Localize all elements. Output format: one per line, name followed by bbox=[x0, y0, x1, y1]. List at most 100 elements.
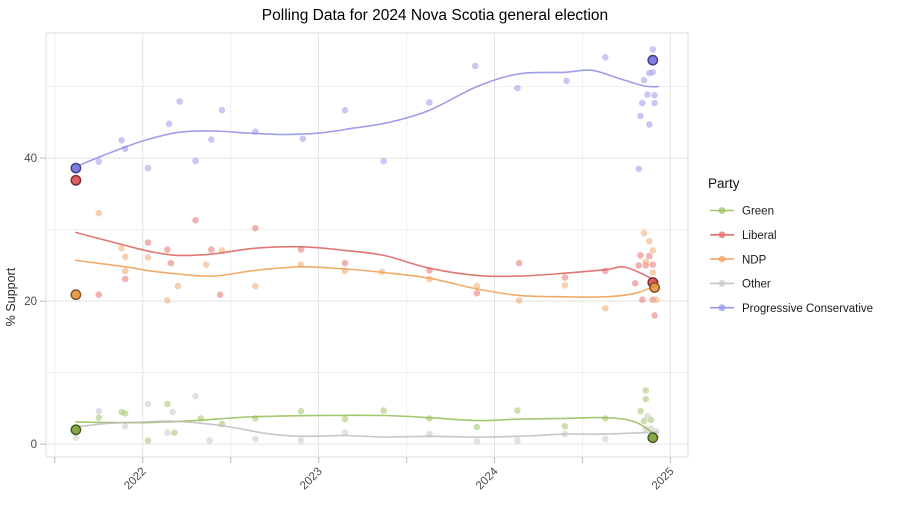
poll-point-green bbox=[642, 387, 650, 394]
y-tick-label: 0 bbox=[31, 439, 37, 451]
legend-item-other: Other bbox=[710, 279, 771, 291]
poll-point-liberal bbox=[639, 296, 646, 304]
y-axis-title: % Support bbox=[4, 267, 18, 326]
poll-point-ndp bbox=[602, 305, 609, 312]
poll-point-ndp bbox=[646, 237, 653, 245]
poll-point-progressive-conservative bbox=[176, 98, 183, 105]
poll-point-progressive-conservative bbox=[646, 121, 653, 128]
poll-point-liberal bbox=[631, 280, 639, 287]
poll-point-progressive-conservative bbox=[649, 69, 657, 76]
y-tick-label: 40 bbox=[24, 153, 37, 165]
poll-point-liberal bbox=[341, 259, 349, 267]
poll-point-ndp bbox=[640, 229, 648, 237]
election-point-progressive-conservative bbox=[70, 162, 82, 174]
legend-item-liberal: Liberal bbox=[710, 230, 777, 242]
poll-point-other bbox=[72, 434, 80, 442]
poll-point-ndp bbox=[252, 282, 259, 290]
poll-point-green bbox=[380, 407, 388, 414]
poll-point-liberal bbox=[637, 252, 644, 259]
election-point-green bbox=[647, 432, 659, 444]
legend-item-ndp: NDP bbox=[710, 254, 767, 266]
trend-line-liberal bbox=[75, 231, 659, 283]
poll-point-liberal bbox=[192, 217, 199, 224]
poll-point-ndp bbox=[515, 297, 523, 304]
legend-key-point bbox=[718, 280, 726, 287]
poll-point-green bbox=[171, 429, 178, 437]
poll-point-progressive-conservative bbox=[637, 112, 644, 120]
legend-key-point bbox=[718, 304, 726, 312]
poll-point-liberal bbox=[297, 246, 305, 253]
poll-point-ndp bbox=[561, 282, 569, 289]
poll-point-progressive-conservative bbox=[644, 91, 651, 98]
legend-key-point bbox=[718, 207, 726, 214]
legend: Party Green Liberal NDP Other Progressive Co… bbox=[708, 176, 873, 315]
legend-item-green: Green bbox=[710, 206, 774, 218]
poll-point-liberal bbox=[164, 246, 171, 253]
legend-item-label: Liberal bbox=[742, 230, 777, 242]
legend-key-point bbox=[718, 255, 726, 263]
trend-line-ndp bbox=[75, 259, 659, 298]
panel-border bbox=[45, 32, 689, 458]
x-tick-label: 2023 bbox=[298, 466, 325, 493]
poll-point-liberal bbox=[121, 275, 129, 283]
poll-point-progressive-conservative bbox=[118, 137, 125, 144]
legend-item-label: Green bbox=[742, 206, 774, 218]
poll-point-other bbox=[252, 435, 259, 443]
chart-title: Polling Data for 2024 Nova Scotia genera… bbox=[262, 7, 608, 24]
poll-point-other bbox=[297, 437, 305, 444]
legend-title: Party bbox=[708, 176, 740, 191]
poll-point-liberal bbox=[651, 312, 658, 319]
poll-point-green bbox=[640, 417, 648, 425]
poll-point-green bbox=[95, 414, 103, 422]
poll-point-green bbox=[297, 407, 305, 415]
poll-point-progressive-conservative bbox=[651, 99, 658, 107]
poll-point-other bbox=[144, 400, 152, 408]
poll-point-ndp bbox=[144, 254, 152, 261]
poll-point-progressive-conservative bbox=[165, 120, 173, 128]
poll-point-ndp bbox=[95, 209, 103, 217]
x-tick-label: 2024 bbox=[474, 465, 501, 492]
poll-point-other bbox=[95, 407, 103, 415]
poll-point-other bbox=[164, 429, 171, 437]
trend-line-other bbox=[75, 420, 659, 438]
poll-point-liberal bbox=[561, 274, 569, 281]
poll-point-liberal bbox=[649, 261, 657, 269]
poll-point-progressive-conservative bbox=[651, 91, 658, 99]
legend-key-point bbox=[718, 231, 726, 239]
legend-item-label: Progressive Conservative bbox=[742, 303, 873, 315]
poll-point-green bbox=[637, 407, 644, 415]
poll-point-liberal bbox=[208, 246, 215, 253]
data-layer bbox=[70, 46, 660, 445]
poll-point-liberal bbox=[95, 291, 103, 299]
poll-point-other bbox=[192, 392, 199, 400]
poll-point-liberal bbox=[252, 224, 259, 232]
legend-item-label: NDP bbox=[742, 254, 767, 266]
poll-point-ndp bbox=[164, 297, 171, 304]
election-point-progressive-conservative bbox=[647, 54, 659, 66]
poll-point-liberal bbox=[646, 252, 653, 260]
x-tick-label: 2022 bbox=[122, 466, 149, 493]
poll-point-progressive-conservative bbox=[299, 135, 307, 143]
trend-line-progressive-conservative bbox=[75, 69, 659, 168]
poll-point-liberal bbox=[635, 262, 643, 269]
poll-point-progressive-conservative bbox=[639, 99, 646, 107]
election-point-ndp bbox=[649, 282, 660, 293]
poll-point-green bbox=[514, 407, 521, 414]
poll-point-green bbox=[144, 437, 152, 444]
poll-point-other bbox=[602, 435, 609, 443]
poll-point-progressive-conservative bbox=[602, 54, 609, 61]
poll-point-green bbox=[121, 410, 129, 417]
poll-point-progressive-conservative bbox=[95, 158, 103, 165]
poll-point-other bbox=[121, 423, 129, 430]
poll-point-green bbox=[341, 415, 349, 423]
trend-line-green bbox=[75, 414, 659, 438]
poll-point-progressive-conservative bbox=[218, 106, 226, 114]
grid-layer bbox=[45, 32, 689, 458]
poll-point-progressive-conservative bbox=[341, 106, 349, 114]
poll-point-progressive-conservative bbox=[380, 157, 388, 165]
poll-point-progressive-conservative bbox=[649, 46, 657, 53]
poll-point-green bbox=[561, 423, 569, 430]
y-tick-label: 20 bbox=[24, 296, 37, 308]
